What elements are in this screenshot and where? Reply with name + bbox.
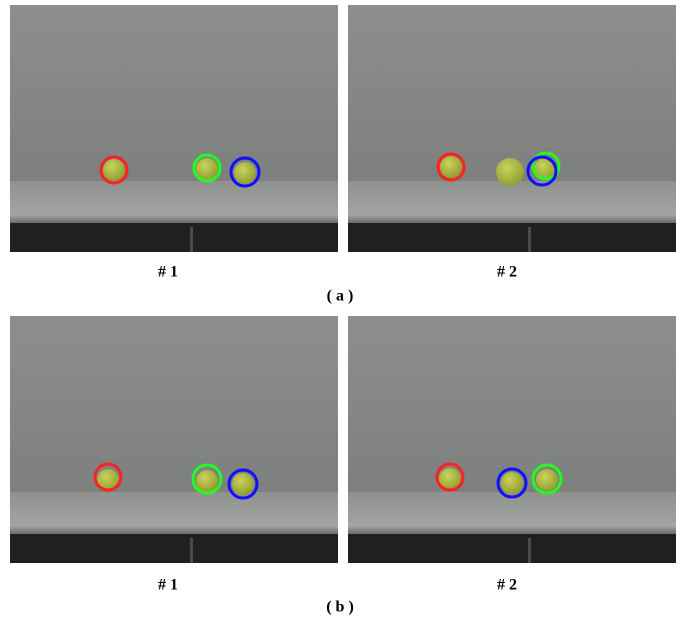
frame-label: # 2 [497, 264, 517, 281]
caption: ( a ) [327, 288, 354, 305]
image-b2 [348, 316, 676, 563]
image-a1 [10, 5, 338, 252]
image-b1 [10, 316, 338, 563]
caption: ( b ) [326, 599, 354, 616]
image-a2 [348, 5, 676, 252]
frame-label: # 1 [158, 264, 178, 281]
frame-label: # 2 [497, 577, 517, 594]
frame-label: # 1 [158, 577, 178, 594]
figure: # 1 # 2 ( a ) # 1 # 2 ( b ) [0, 0, 687, 619]
